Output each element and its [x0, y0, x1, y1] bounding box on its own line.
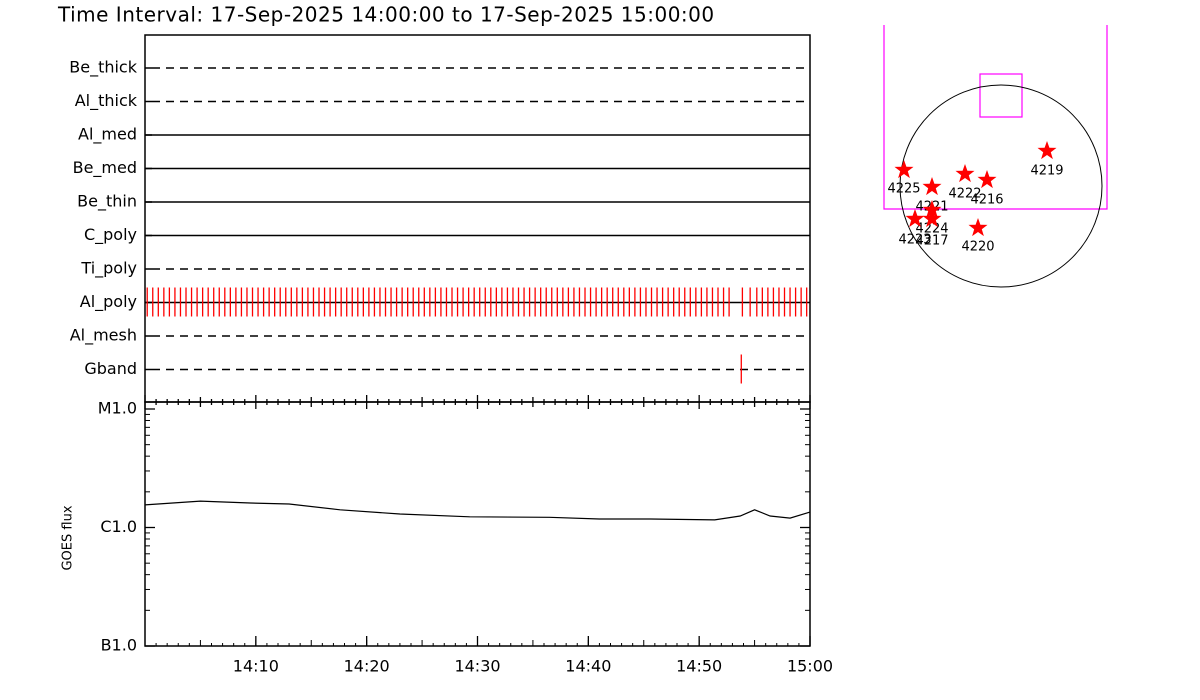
region-star: [955, 164, 975, 183]
row-label: Be_thick: [69, 58, 137, 78]
y-axis-label: GOES flux: [61, 505, 76, 570]
region-star: [977, 170, 997, 189]
row-label: Gband: [84, 359, 137, 378]
x-tick-label: 14:50: [676, 657, 722, 676]
row-label: Ti_poly: [80, 259, 137, 279]
region-label: 4222: [948, 187, 981, 202]
region-label: 4219: [1030, 164, 1063, 179]
region-label: 4220: [961, 240, 994, 255]
region-label: 4216: [970, 193, 1003, 208]
region-star: [1037, 141, 1057, 160]
row-label: Al_mesh: [70, 326, 137, 346]
region-star: [922, 177, 942, 196]
region-label: 4224: [915, 222, 948, 237]
x-tick-label: 14:30: [454, 657, 500, 676]
row-label: Al_thick: [75, 91, 138, 111]
y-tick-label: B1.0: [101, 636, 137, 655]
y-tick-label: C1.0: [100, 517, 137, 536]
region-star: [905, 209, 925, 228]
flux-frame: [144, 401, 811, 647]
fov-frame: [883, 25, 1108, 210]
x-tick-label: 14:40: [565, 657, 611, 676]
chart-title: Time Interval: 17-Sep-2025 14:00:00 to 1…: [57, 3, 715, 27]
region-star: [968, 218, 988, 237]
region-label: 4225: [887, 182, 920, 197]
row-label: Al_med: [78, 125, 137, 145]
row-label: C_poly: [84, 225, 137, 245]
fov-box: [979, 73, 1023, 118]
flux-line: [144, 500, 811, 521]
x-tick-label: 15:00: [787, 657, 833, 676]
row-label: Be_med: [73, 158, 137, 178]
row-label: Al_poly: [80, 292, 137, 312]
x-tick-label: 14:10: [233, 657, 279, 676]
region-label: 4217: [915, 234, 948, 249]
solar-disk: [899, 84, 1103, 288]
region-star: [922, 209, 942, 228]
x-tick-label: 14:20: [344, 657, 390, 676]
row-label: Be_thin: [77, 192, 137, 212]
region-star: [894, 160, 914, 179]
y-tick-label: M1.0: [98, 399, 137, 418]
region-label: 4223: [898, 233, 931, 248]
timeline-frame: [144, 34, 811, 403]
